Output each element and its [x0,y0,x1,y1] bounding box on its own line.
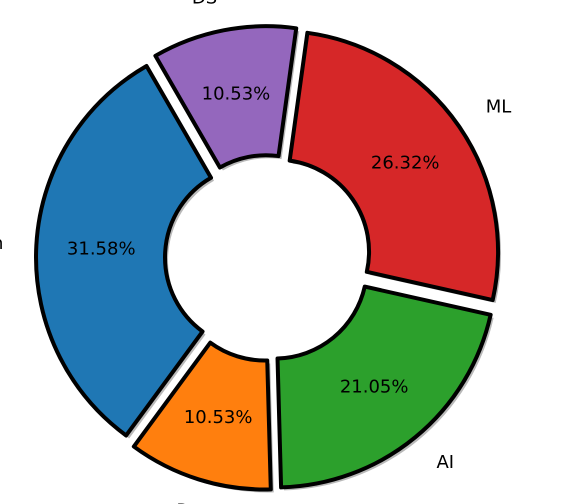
percent-label-ai: 21.05% [340,376,409,397]
percent-label-ml: 26.32% [371,152,440,173]
category-label-ai: AI [436,452,454,473]
slices [34,24,501,492]
percent-label-r: 10.53% [184,407,253,428]
category-label-ds: DS [192,0,217,8]
category-label-ml: ML [486,97,512,118]
slice-ds [153,24,299,170]
slice-ai [275,284,493,490]
category-label-python: python [0,233,3,254]
category-labels: python R AI ML DS [0,0,511,504]
percent-label-python: 31.58% [67,238,136,259]
category-label-r: R [176,500,189,504]
slice-python [34,64,214,438]
percent-label-ds: 10.53% [202,84,271,105]
slice-ml [287,30,501,303]
slice-r [131,340,273,492]
percent-labels: 31.58% 10.53% 21.05% 26.32% 10.53% [67,84,440,428]
